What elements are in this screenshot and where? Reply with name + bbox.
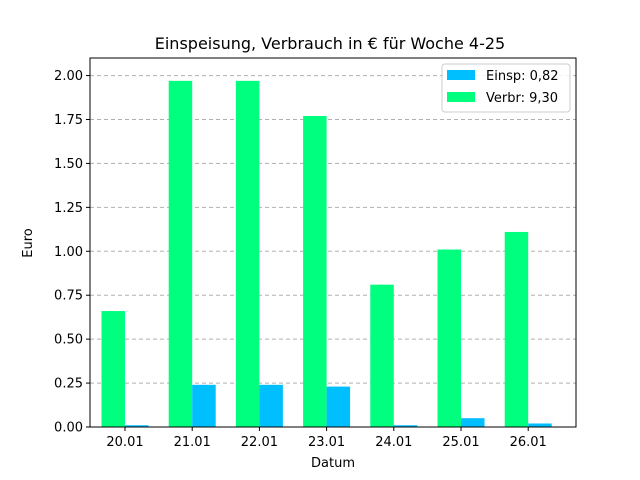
y-tick-label: 0.75	[54, 289, 83, 304]
legend: Einsp: 0,82 Verbr: 9,30	[441, 63, 571, 113]
bar-einspeisung	[461, 418, 485, 427]
bar-verbrauch	[168, 80, 193, 427]
y-tick-label: 0.25	[54, 377, 83, 392]
x-tick-label: 21.01	[174, 435, 211, 450]
bar-einspeisung	[125, 425, 149, 427]
legend-label: Einsp: 0,82	[486, 69, 559, 84]
bar-verbrauch	[303, 115, 327, 427]
y-tick-label: 1.25	[54, 201, 83, 216]
y-tick-label: 1.50	[54, 157, 83, 172]
bar-einspeisung	[326, 386, 351, 427]
bar-verbrauch	[101, 311, 125, 427]
y-tick-label: 0.50	[54, 333, 83, 348]
x-tick-label: 25.01	[442, 435, 479, 450]
y-axis-label: Euro	[21, 228, 36, 258]
x-tick-label: 23.01	[308, 435, 345, 450]
x-tick-label: 24.01	[375, 435, 412, 450]
x-tick-label: 26.01	[510, 435, 547, 450]
y-axis-ticks: 0.00 0.25 0.50 0.75 1.00 1.25 1.50 1.75 2.00	[54, 69, 90, 436]
y-tick-label: 2.00	[54, 69, 83, 84]
y-tick-label: 1.75	[54, 113, 83, 128]
y-tick-label: 0.00	[54, 421, 83, 436]
bar-einspeisung	[192, 384, 216, 427]
bar-einspeisung	[393, 425, 418, 427]
plot-frame	[89, 57, 577, 428]
y-tick-label: 1.00	[54, 245, 83, 260]
grid-lines	[90, 75, 576, 428]
bar-verbrauch	[437, 249, 461, 427]
bar-verbrauch	[504, 231, 529, 427]
x-tick-label: 22.01	[241, 435, 278, 450]
bar-verbrauch	[235, 80, 260, 427]
bar-einspeisung	[528, 423, 552, 427]
x-axis-ticks: 20.01 21.01 22.01 23.01 24.01 25.01 26.01	[106, 427, 547, 450]
x-axis-label: Datum	[311, 456, 355, 471]
legend-swatch	[447, 70, 475, 80]
legend-swatch	[447, 92, 475, 102]
chart-title: Einspeisung, Verbrauch in € für Woche 4-…	[155, 34, 505, 53]
bar-verbrauch	[370, 284, 394, 427]
x-tick-label: 20.01	[106, 435, 143, 450]
legend-label: Verbr: 9,30	[486, 91, 558, 106]
bar-einspeisung	[259, 384, 283, 427]
bars	[101, 80, 552, 427]
